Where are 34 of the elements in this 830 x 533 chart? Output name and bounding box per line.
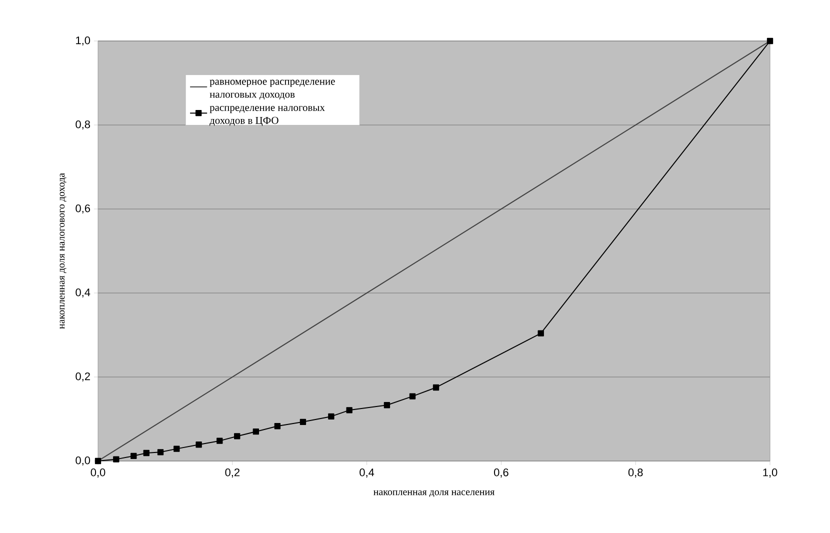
point (384, 402, 390, 408)
point (113, 456, 120, 462)
x-tick-label: 0,8 (628, 468, 643, 478)
point (538, 330, 544, 336)
y-tick-label: 0,0 (76, 456, 90, 466)
point (328, 413, 334, 420)
legend-label: распределение налоговых доходов в ЦФО (210, 106, 325, 126)
point (157, 449, 164, 456)
point (234, 433, 240, 440)
y-tick-label: 0,2 (76, 372, 90, 382)
point (432, 384, 440, 391)
x-tick-label: 1,0 (763, 468, 778, 478)
y-tick-label: 0,6 (76, 204, 90, 214)
point (216, 438, 223, 444)
point (300, 418, 306, 426)
point (130, 452, 137, 460)
point (94, 458, 102, 464)
point (143, 450, 150, 456)
point (409, 393, 416, 400)
x-tick-label: 0,6 (494, 468, 508, 478)
point (766, 38, 774, 44)
point (274, 423, 281, 430)
y-tick-label: 0,4 (76, 288, 90, 298)
x-tick-label: 0,0 (90, 468, 106, 478)
point (174, 446, 180, 452)
x-tick-label: 0,2 (225, 468, 240, 478)
y-tick-label: 0,8 (76, 120, 90, 130)
y-tick-label: 1,0 (76, 36, 90, 46)
point (252, 428, 260, 435)
point (346, 407, 352, 414)
point (196, 442, 202, 448)
y-axis-title: накопленная доля налогового дохода (60, 173, 66, 329)
x-axis-title: накопленная доля населения (374, 490, 494, 498)
x-tick-label: 0,4 (360, 468, 374, 478)
